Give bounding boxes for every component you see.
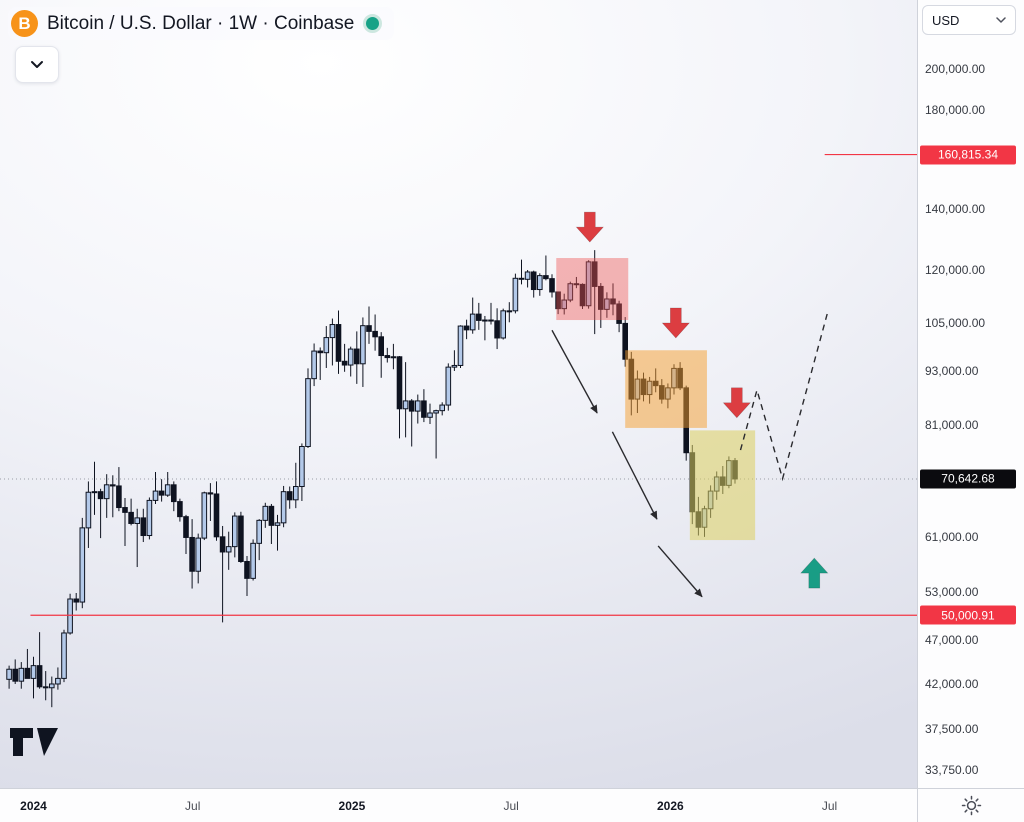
price-axis-label: 37,500.00 (925, 721, 979, 736)
bullish-marker-arrow[interactable] (800, 557, 829, 589)
time-axis-label: Jul (503, 798, 519, 813)
trend-arrow[interactable] (611, 431, 658, 520)
price-axis-label: 47,000.00 (925, 632, 979, 647)
support-price-badge: 50,000.91 (920, 605, 1016, 625)
time-axis-label: 2025 (338, 798, 366, 813)
price-axis-label: 81,000.00 (925, 417, 979, 432)
resistance-price-badge: 160,815.34 (920, 145, 1016, 165)
symbol-legend[interactable]: B Bitcoin / U.S. Dollar · 1W · Coinbase (8, 7, 395, 40)
current-price-badge: 70,642.68 (920, 469, 1016, 489)
supply-zone-1-box[interactable] (556, 258, 629, 321)
bitcoin-logo-icon: B (11, 10, 38, 37)
price-axis-label: 200,000.00 (925, 61, 986, 76)
time-axis[interactable]: 2024 Jul 2025 Jul 2026 Jul (0, 788, 917, 822)
price-axis-label: 93,000.00 (925, 363, 979, 378)
supply-zone-3-box[interactable] (689, 430, 756, 541)
price-axis[interactable]: USD 200,000.00 180,000.00 140,000.00 120,00… (917, 0, 1024, 788)
gear-icon[interactable] (961, 795, 982, 816)
time-axis-label: Jul (821, 798, 838, 813)
price-axis-label: 42,000.00 (925, 676, 979, 691)
price-axis-label: 33,750.00 (925, 763, 979, 778)
currency-dropdown[interactable]: USD (922, 5, 1016, 35)
trend-arrow[interactable] (657, 545, 703, 598)
chart-plot[interactable] (0, 0, 917, 788)
legend-collapse-button[interactable] (15, 46, 59, 83)
price-axis-label: 61,000.00 (925, 529, 979, 544)
market-status-icon (363, 14, 383, 33)
price-axis-label: 180,000.00 (925, 103, 986, 118)
price-axis-label: 140,000.00 (925, 202, 986, 217)
chart-canvas[interactable]: B Bitcoin / U.S. Dollar · 1W · Coinbase (0, 0, 917, 788)
chevron-down-icon (31, 61, 43, 68)
time-axis-label: 2026 (656, 798, 684, 813)
time-axis-label: Jul (185, 798, 201, 813)
dropdown-chevron-icon (996, 17, 1006, 23)
price-axis-label: 120,000.00 (925, 263, 986, 277)
time-axis-label: 2024 (20, 798, 47, 813)
supply-zone-2-box[interactable] (625, 350, 707, 428)
axis-settings-corner[interactable] (917, 788, 1024, 822)
price-axis-label: 105,000.00 (925, 315, 986, 330)
bearish-marker-arrow[interactable] (661, 307, 691, 339)
bitcoin-glyph: B (18, 13, 31, 33)
bearish-marker-arrow[interactable] (722, 387, 752, 419)
trend-arrow[interactable] (551, 329, 598, 414)
currency-label: USD (932, 12, 960, 28)
symbol-title[interactable]: Bitcoin / U.S. Dollar · 1W · Coinbase (47, 12, 355, 34)
bearish-marker-arrow[interactable] (575, 211, 604, 243)
tradingview-logo-icon[interactable] (10, 726, 62, 762)
price-axis-label: 53,000.00 (925, 585, 979, 600)
